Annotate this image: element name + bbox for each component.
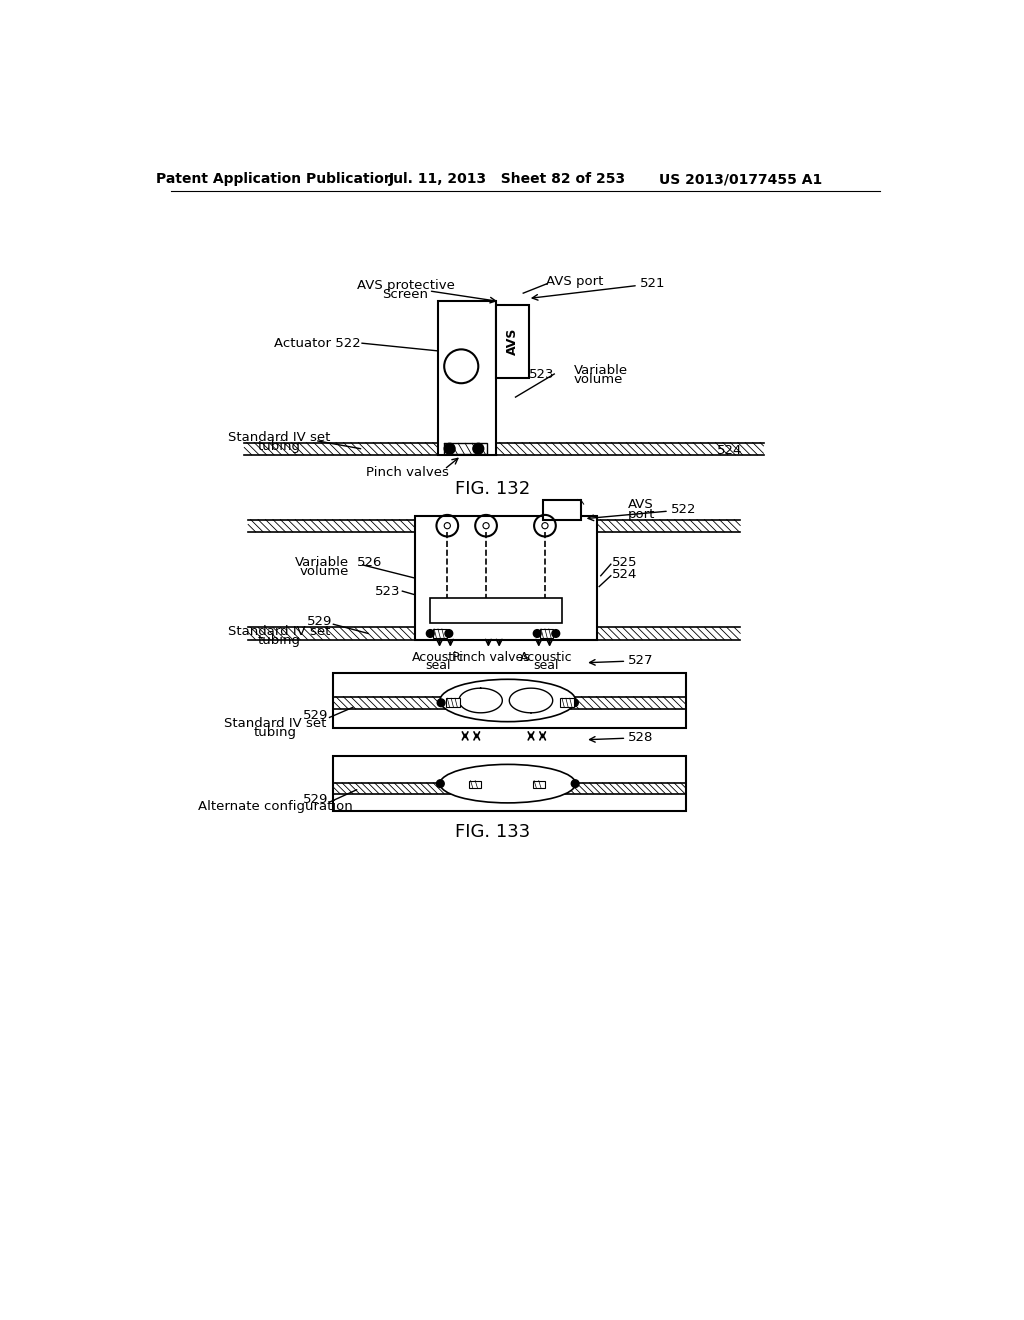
Text: US 2013/0177455 A1: US 2013/0177455 A1 xyxy=(658,172,822,186)
Bar xyxy=(440,374,494,444)
Text: Actuator 522: Actuator 522 xyxy=(273,337,360,350)
Text: AVS: AVS xyxy=(506,327,519,355)
Text: Variable: Variable xyxy=(295,556,349,569)
Text: Screen: Screen xyxy=(382,288,428,301)
Bar xyxy=(544,499,581,520)
Text: seal: seal xyxy=(425,659,451,672)
Circle shape xyxy=(444,444,455,454)
Text: Pinch valves: Pinch valves xyxy=(366,466,449,479)
Text: 529: 529 xyxy=(306,615,332,628)
Text: Variable: Variable xyxy=(573,363,628,376)
Circle shape xyxy=(571,780,579,788)
Bar xyxy=(438,301,496,455)
Bar xyxy=(415,516,597,640)
Bar xyxy=(469,780,481,788)
Text: plunger: plunger xyxy=(473,603,519,616)
Circle shape xyxy=(570,700,579,706)
Text: 527: 527 xyxy=(628,653,653,667)
Circle shape xyxy=(473,444,483,454)
Ellipse shape xyxy=(440,764,575,803)
Circle shape xyxy=(534,630,541,638)
Bar xyxy=(432,628,446,638)
Bar xyxy=(532,780,545,788)
Text: AVS protective: AVS protective xyxy=(356,279,455,292)
Text: AVS: AVS xyxy=(628,499,653,511)
Text: 524: 524 xyxy=(612,568,638,581)
Text: 521: 521 xyxy=(640,277,665,289)
Text: seal: seal xyxy=(534,659,559,672)
Text: Patent Application Publication: Patent Application Publication xyxy=(157,172,394,186)
Text: 528: 528 xyxy=(628,731,653,744)
Bar xyxy=(560,698,574,708)
Text: 526: 526 xyxy=(356,556,382,569)
Text: FIG. 133: FIG. 133 xyxy=(455,824,529,841)
Text: 523: 523 xyxy=(376,585,400,598)
Text: Acoustic: Acoustic xyxy=(412,651,464,664)
Ellipse shape xyxy=(440,680,575,722)
Text: 522: 522 xyxy=(671,503,696,516)
Text: port: port xyxy=(628,508,655,520)
Text: 529: 529 xyxy=(302,792,328,805)
Bar xyxy=(444,444,486,454)
Text: 529: 529 xyxy=(302,709,328,722)
Text: 523: 523 xyxy=(528,367,554,380)
Circle shape xyxy=(426,630,434,638)
Text: Alternate configuration: Alternate configuration xyxy=(198,800,352,813)
Text: AVS port: AVS port xyxy=(547,275,604,288)
Text: Pinch valves: Pinch valves xyxy=(452,651,529,664)
Circle shape xyxy=(445,630,453,638)
Bar xyxy=(334,756,686,812)
Text: tubing: tubing xyxy=(258,634,301,647)
Bar xyxy=(445,698,460,708)
Circle shape xyxy=(436,780,444,788)
Text: Jul. 11, 2013   Sheet 82 of 253: Jul. 11, 2013 Sheet 82 of 253 xyxy=(389,172,627,186)
Text: AVS: AVS xyxy=(550,504,574,515)
Text: volume: volume xyxy=(573,372,623,385)
Bar xyxy=(430,598,562,623)
Text: Acoustic: Acoustic xyxy=(520,651,572,664)
Text: 524: 524 xyxy=(717,445,742,458)
Text: Standard IV set: Standard IV set xyxy=(228,624,331,638)
Text: tubing: tubing xyxy=(254,726,297,739)
Bar xyxy=(496,305,528,378)
Circle shape xyxy=(437,700,445,706)
Text: 525: 525 xyxy=(612,556,638,569)
Circle shape xyxy=(552,630,560,638)
Text: FIG. 132: FIG. 132 xyxy=(455,480,529,499)
Text: tubing: tubing xyxy=(258,440,301,453)
Bar xyxy=(334,673,686,729)
Bar xyxy=(540,628,554,638)
Text: volume: volume xyxy=(299,565,349,578)
Text: Standard IV set: Standard IV set xyxy=(228,430,331,444)
Text: Standard IV set: Standard IV set xyxy=(224,717,327,730)
